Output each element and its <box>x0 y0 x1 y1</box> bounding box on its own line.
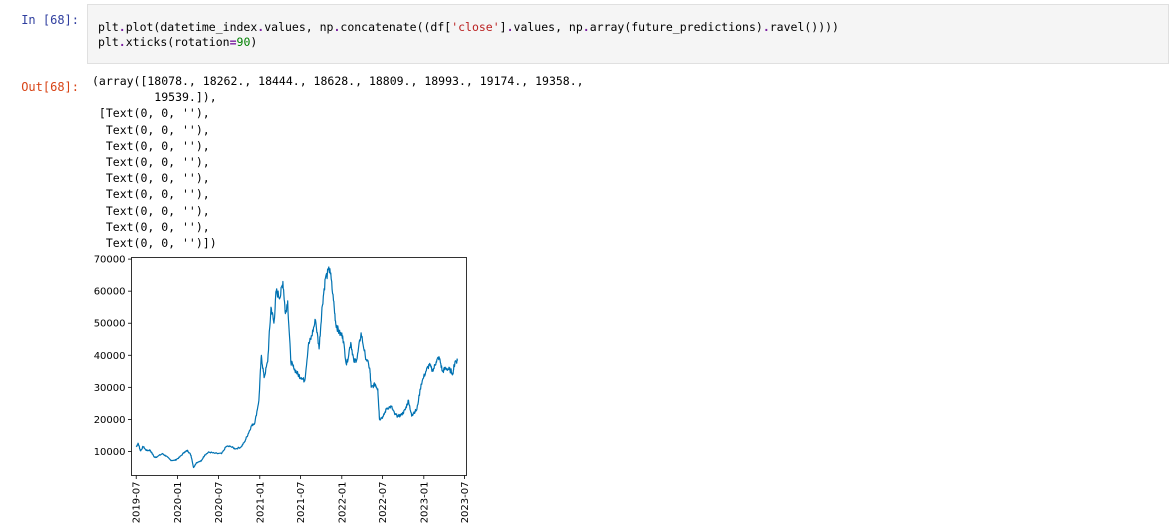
code-token: ] <box>499 20 507 34</box>
y-tick-label: 20000 <box>94 415 126 426</box>
x-tick-label: 2020-01 <box>173 482 184 524</box>
x-tick-label: 2019-07 <box>132 482 143 524</box>
y-tick-label: 70000 <box>94 255 126 266</box>
code-token: 'close' <box>451 20 500 34</box>
x-tick-label: 2022-07 <box>378 482 389 524</box>
input-prompt: In [68]: <box>21 13 79 27</box>
output-text: (array([18078., 18262., 18444., 18628., … <box>92 73 584 251</box>
code-token: . <box>333 20 341 34</box>
code-token: 90 <box>236 35 251 49</box>
line-chart: 10000 20000 30000 40000 50000 60000 70000 2019… <box>94 255 471 524</box>
y-tick-label: 40000 <box>94 351 126 362</box>
x-tick-label: 2023-07 <box>460 482 471 524</box>
y-tick-label: 50000 <box>94 319 126 330</box>
code-token: array(future_predictions) <box>589 20 763 34</box>
x-tick-label: 2021-01 <box>255 482 266 524</box>
code-token: plt <box>98 35 119 49</box>
output-line: Text(0, 0, '')]) <box>92 236 217 251</box>
y-axis: 10000 20000 30000 40000 50000 60000 70000 <box>94 255 132 458</box>
output-line: 19539.]), <box>92 90 217 105</box>
code-line: plt.xticks(rotation=90) <box>98 35 257 49</box>
x-axis: 2019-07 2020-01 2020-07 2021-01 2021-07 2022-… <box>132 475 471 524</box>
code-token: . <box>582 20 590 34</box>
code-token: . <box>762 20 770 34</box>
code-token: . <box>118 35 126 49</box>
code-token: values, np <box>513 20 583 34</box>
y-tick-label: 30000 <box>94 383 126 394</box>
output-line: Text(0, 0, ''), <box>92 187 210 202</box>
x-tick-label: 2020-07 <box>214 482 225 524</box>
code-token: plot(datetime_index <box>125 20 258 34</box>
y-tick-label: 60000 <box>94 287 126 298</box>
x-tick-label: 2022-01 <box>337 482 348 524</box>
code-token: . <box>506 20 514 34</box>
code-token: . <box>118 20 126 34</box>
code-token: concatenate((df[ <box>340 20 452 34</box>
code-token: xticks(rotation <box>125 35 230 49</box>
x-tick-label: 2023-01 <box>419 482 430 524</box>
code-editor[interactable]: plt.plot(datetime_index.values, np.conca… <box>98 20 839 50</box>
code-line: plt.plot(datetime_index.values, np.conca… <box>98 20 839 34</box>
chart-series-line <box>135 266 459 469</box>
output-prompt: Out[68]: <box>21 80 79 94</box>
code-token: ) <box>250 35 258 49</box>
code-input-area[interactable]: plt.plot(datetime_index.values, np.conca… <box>87 4 1169 64</box>
x-tick-label: 2021-07 <box>296 482 307 524</box>
output-line: Text(0, 0, ''), <box>92 122 210 137</box>
output-line: [Text(0, 0, ''), <box>92 106 210 121</box>
output-line: Text(0, 0, ''), <box>92 203 210 218</box>
output-line: Text(0, 0, ''), <box>92 171 210 186</box>
code-token: . <box>257 20 265 34</box>
output-line: Text(0, 0, ''), <box>92 219 210 234</box>
code-token: values, np <box>264 20 334 34</box>
code-token: plt <box>98 20 119 34</box>
code-token: ravel()))) <box>769 20 839 34</box>
output-line: (array([18078., 18262., 18444., 18628., … <box>92 74 584 88</box>
code-token: = <box>229 35 237 49</box>
output-line: Text(0, 0, ''), <box>92 138 210 153</box>
output-line: Text(0, 0, ''), <box>92 155 210 170</box>
y-tick-label: 10000 <box>94 447 126 458</box>
plot-area <box>131 257 467 476</box>
